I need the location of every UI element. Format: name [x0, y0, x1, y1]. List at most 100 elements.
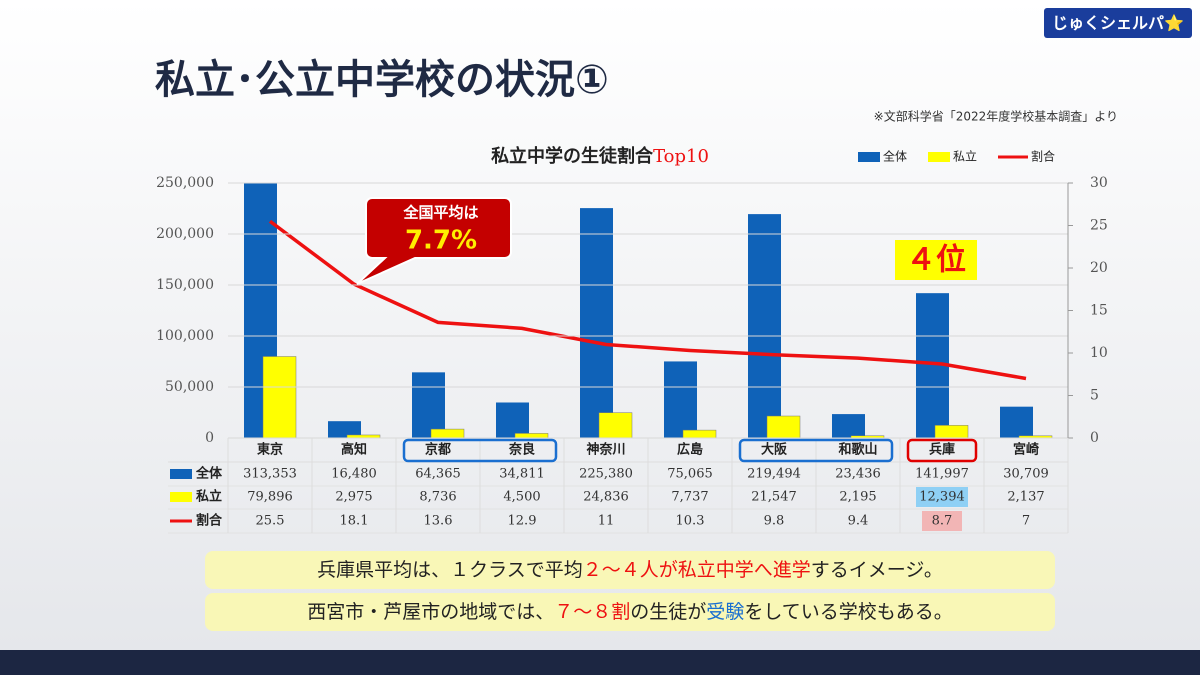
group-box: [738, 438, 894, 463]
highlight: [922, 511, 962, 531]
note-bg: [205, 593, 1055, 631]
table-cell: 4,500: [503, 490, 540, 505]
y-tick-label: 0: [205, 430, 214, 446]
x-tick-label: 奈良: [508, 442, 535, 458]
note: 西宮市・芦屋市の地域では、７～８割の生徒が受験をしている学校もある。: [307, 601, 953, 623]
legend-swatch: [858, 152, 880, 162]
rank-label: ４位: [906, 243, 966, 278]
bar: [430, 428, 465, 438]
y-tick-label: 100,000: [156, 328, 214, 344]
callout-text: 全国平均は: [402, 204, 478, 222]
table-cell: 9.4: [848, 514, 869, 529]
table-cell: 2,195: [839, 490, 876, 505]
x-tick-label: 大阪: [761, 442, 788, 458]
legend-label: 割合: [1031, 149, 1055, 164]
bar: [682, 429, 717, 438]
bar: [850, 435, 885, 438]
slide-title: 私立･公立中学校の状況①: [155, 57, 609, 103]
table-cell: 13.6: [424, 514, 453, 529]
chart-title-main: 私立中学の生徒割合: [491, 145, 654, 167]
plot: [244, 183, 1053, 438]
chart-title: 私立中学の生徒割合Top10: [491, 145, 709, 167]
highlight: [916, 487, 968, 507]
table-swatch: [170, 469, 192, 479]
table-cell: 21,547: [751, 490, 797, 505]
callout-box: [356, 197, 512, 285]
table-row-label: 私立: [196, 489, 222, 505]
note-segment: をしている学校もある。: [744, 601, 952, 623]
bar: [346, 434, 381, 438]
table-cell: 79,896: [247, 490, 293, 505]
ratio-line: [268, 219, 1027, 381]
y-tick-label: 250,000: [156, 175, 214, 191]
bar: [328, 421, 361, 438]
table-cell: 23,436: [835, 467, 881, 482]
table-cell: 8,736: [419, 490, 456, 505]
bar: [1000, 406, 1033, 438]
note-bg: [205, 551, 1055, 589]
table-cell: 8.7: [932, 514, 953, 529]
note-segment: の生徒が: [630, 601, 706, 623]
x-tick-label: 宮崎: [1013, 442, 1039, 458]
group-box: [906, 438, 978, 463]
note: 兵庫県平均は、１クラスで平均２～４人が私立中学へ進学するイメージ。: [317, 559, 943, 581]
y2-tick-label: 25: [1090, 218, 1108, 234]
bar: [412, 372, 445, 438]
y-tick-label: 200,000: [156, 226, 214, 242]
bar: [748, 214, 781, 438]
y2-tick-label: 0: [1090, 430, 1099, 446]
table-cell: 2,975: [335, 490, 372, 505]
footer-band: [0, 650, 1200, 675]
table-cell: 16,480: [331, 467, 377, 482]
x-tick-label: 神奈川: [586, 442, 625, 458]
table-cell: 141,997: [915, 467, 969, 482]
bar: [934, 425, 969, 438]
x-tick-label: 和歌山: [838, 442, 877, 458]
note-segment: 西宮市・芦屋市の地域では、: [307, 601, 554, 623]
table-cell: 25.5: [256, 514, 285, 529]
table-cell: 7,737: [671, 490, 708, 505]
note-segment: ２～４人が私立中学へ進学: [583, 559, 811, 581]
source: ※文部科学省「2022年度学校基本調査」より: [874, 109, 1118, 124]
table-cell: 7: [1022, 514, 1030, 529]
bar: [664, 361, 697, 438]
legend-label: 私立: [953, 149, 977, 164]
legend-swatch: [928, 152, 950, 162]
y-tick-label: 50,000: [165, 379, 214, 395]
note-segment: 受験: [706, 601, 744, 623]
y2-tick-label: 20: [1090, 260, 1108, 276]
x-tick-label: 兵庫: [929, 442, 955, 458]
group-box: [402, 438, 558, 463]
table-cell: 225,380: [579, 467, 633, 482]
y2-tick-label: 5: [1090, 388, 1099, 404]
bar: [832, 414, 865, 438]
x-tick-label: 広島: [677, 442, 703, 458]
bar: [580, 208, 613, 438]
logo-box: [1044, 8, 1192, 38]
table-cell: 34,811: [499, 467, 545, 482]
table-cell: 12,394: [919, 490, 965, 505]
bar: [514, 433, 549, 438]
y-tick-label: 150,000: [156, 277, 214, 293]
y2-tick-label: 30: [1090, 175, 1108, 191]
note-segment: するイメージ。: [811, 559, 943, 581]
table-swatch: [170, 492, 192, 502]
table-cell: 64,365: [415, 467, 461, 482]
legend-label: 全体: [883, 149, 907, 164]
bar: [598, 412, 633, 438]
bar: [496, 402, 529, 438]
rank-box: [895, 240, 977, 280]
table-cell: 2,137: [1007, 490, 1044, 505]
table-row-label: 割合: [196, 513, 223, 529]
table-cell: 12.9: [508, 514, 537, 529]
y2-tick-label: 15: [1090, 303, 1108, 319]
table-cell: 24,836: [583, 490, 629, 505]
table-cell: 18.1: [340, 514, 369, 529]
note-segment: ７～８割: [554, 601, 630, 623]
chart-title-highlight: Top10: [653, 146, 709, 167]
x-tick-label: 東京: [257, 442, 283, 458]
y2-tick-label: 10: [1090, 345, 1108, 361]
bar: [766, 415, 801, 438]
table-cell: 219,494: [747, 467, 801, 482]
x-tick-label: 京都: [425, 442, 451, 458]
